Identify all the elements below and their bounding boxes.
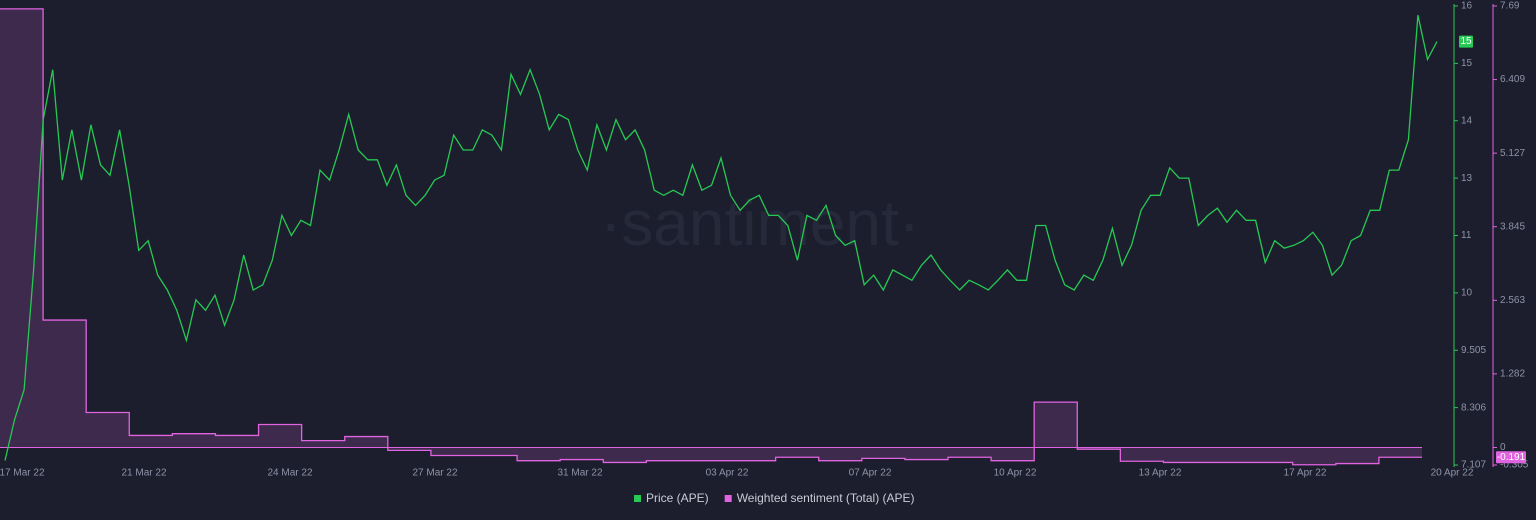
x-tick-label: 17 Mar 22 [0,468,45,479]
y2-tick-label: 2.563 [1500,295,1525,306]
y2-tick-label: 3.845 [1500,221,1525,232]
x-tick-label: 27 Mar 22 [412,468,457,479]
x-tick-label: 13 Apr 22 [1139,468,1182,479]
y-tick-label: 7.107 [1461,460,1486,471]
x-tick-label: 17 Apr 22 [1284,468,1327,479]
y-tick-label: 16 [1461,1,1473,12]
y-tick-label: 11 [1461,230,1472,241]
y2-tick-label: 7.69 [1500,1,1520,12]
y-tick-label: 13 [1461,173,1473,184]
y2-tick-label: 1.282 [1500,369,1525,380]
sentiment-badge-label: -0.191 [1497,452,1526,463]
x-tick-label: 07 Apr 22 [849,468,892,479]
legend-label: Weighted sentiment (Total) (APE) [737,491,915,505]
y2-tick-label: -0.305 [1500,460,1529,471]
price-badge [1459,35,1473,48]
y-tick-label: 14 [1461,115,1473,126]
x-tick-label: 21 Mar 22 [121,468,166,479]
x-tick-label: 03 Apr 22 [706,468,749,479]
price-badge-label: 15 [1460,36,1472,47]
y-tick-label: 9.505 [1461,345,1486,356]
y-tick-label: 15 [1461,58,1473,69]
x-tick-label: 24 Mar 22 [267,468,312,479]
legend-swatch [724,495,732,502]
x-tick-label: 10 Apr 22 [994,468,1037,479]
y-tick-label: 10 [1461,288,1473,299]
y2-tick-label: 6.409 [1500,74,1525,85]
watermark: ·santiment· [600,187,920,259]
x-tick-label: 31 Mar 22 [557,468,602,479]
sentiment-badge [1496,451,1526,464]
price-line [4,15,1438,461]
x-tick-label: 20 Apr 22 [1431,468,1474,479]
y-tick-label: 8.306 [1461,402,1486,413]
legend-label: Price (APE) [646,491,709,505]
y2-tick-label: 0 [1500,442,1506,453]
sentiment-line [0,8,1422,466]
legend-swatch [634,495,641,502]
y2-tick-label: 5.127 [1500,148,1525,159]
